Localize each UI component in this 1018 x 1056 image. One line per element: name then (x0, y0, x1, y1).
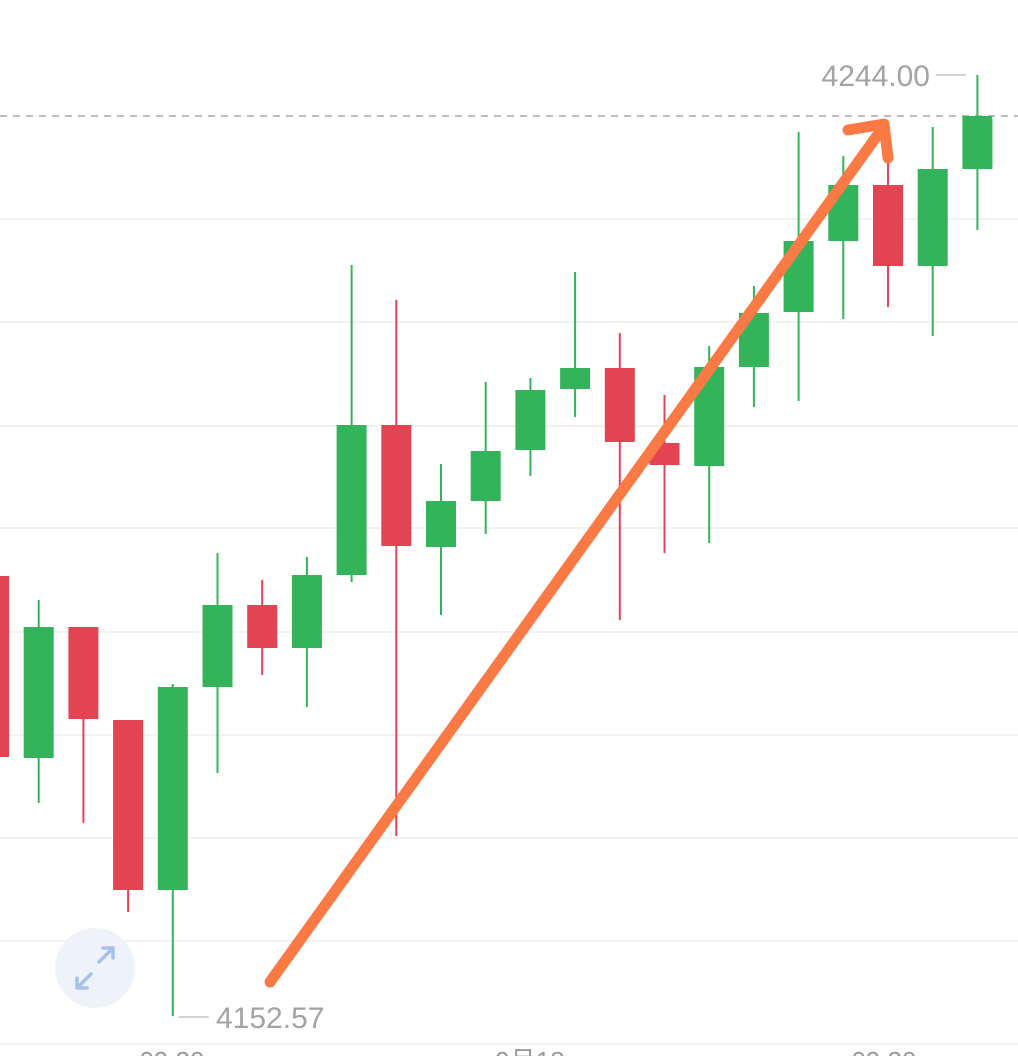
candle-body (917, 169, 948, 266)
candle-down (604, 333, 635, 620)
low-price-label: 4152.57 (216, 1002, 324, 1035)
candle-body (604, 368, 635, 442)
candle-body (470, 451, 501, 501)
candle-up (23, 600, 54, 803)
trend-arrow-head (842, 118, 894, 164)
candle-down (873, 156, 903, 307)
grid-lines (0, 218, 1018, 1045)
candle-body (515, 390, 546, 450)
candles (0, 75, 993, 1016)
candle-body (291, 575, 322, 648)
time-axis-label: 9月18 (495, 1046, 564, 1056)
candle-up (470, 382, 501, 534)
candle-up (515, 378, 546, 476)
extreme-labels: 4244.00 4152.57 (178, 60, 966, 1035)
candle-down (113, 720, 144, 912)
candle-up (291, 557, 322, 707)
candle-up (336, 265, 367, 582)
high-price-label: 4244.00 (822, 60, 930, 93)
candle-body (560, 368, 591, 389)
candle-body (381, 425, 412, 546)
candle-body (23, 627, 54, 758)
expand-arrows-icon (75, 946, 115, 990)
candle-body (157, 687, 188, 890)
candle-down (247, 580, 278, 675)
expand-button[interactable] (55, 928, 135, 1008)
candle-down (381, 300, 412, 836)
candle-up (560, 272, 591, 417)
candle-body (962, 116, 993, 169)
candle-up (962, 75, 993, 230)
candle-body (202, 605, 233, 687)
candle-up (157, 684, 188, 1016)
candle-up (917, 127, 948, 336)
candle-down (68, 627, 99, 823)
candle-body (336, 425, 367, 575)
candle-body (426, 501, 456, 547)
candle-up (202, 553, 233, 773)
time-axis-label: 09:30 (851, 1046, 916, 1056)
trend-arrow-layer (264, 118, 894, 988)
candle-body (0, 576, 9, 757)
candle-body (68, 627, 99, 719)
candle-body (873, 185, 903, 266)
time-axis-label: 09:30 (139, 1046, 204, 1056)
time-axis: 09:30 9月18 09:30 (139, 1046, 916, 1056)
candle-body (113, 720, 144, 890)
trend-arrow-shaft (264, 120, 890, 988)
candle-body (247, 605, 278, 648)
candle-down (0, 576, 9, 757)
candle-up (426, 464, 456, 615)
